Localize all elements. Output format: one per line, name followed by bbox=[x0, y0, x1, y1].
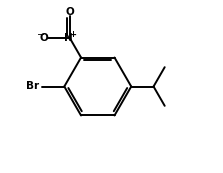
Text: N: N bbox=[64, 33, 73, 43]
Text: O: O bbox=[40, 33, 49, 43]
Text: +: + bbox=[70, 30, 76, 39]
Text: O: O bbox=[66, 7, 74, 17]
Text: Br: Br bbox=[26, 81, 39, 91]
Text: −: − bbox=[37, 30, 45, 40]
